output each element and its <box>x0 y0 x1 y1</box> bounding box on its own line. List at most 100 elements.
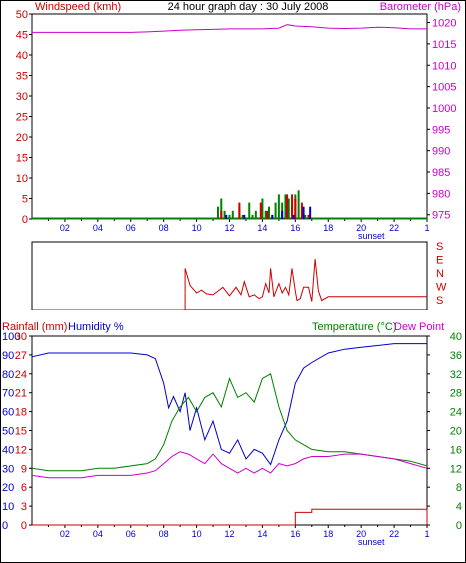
y-left-title: Windspeed (kmh) <box>35 1 121 13</box>
rain-tick-label: 21 <box>15 388 27 400</box>
x-tick-label: 18 <box>323 223 333 233</box>
y-right-tick-label: 1015 <box>432 39 456 51</box>
y-right-tick-label: 1005 <box>432 82 456 94</box>
rain-tick-label: 27 <box>15 350 27 362</box>
humidity-tick-label: 40 <box>2 444 14 456</box>
wind-barometer-chart: Windspeed (kmh) 24 hour graph day : 30 J… <box>16 1 461 240</box>
direction-label: S <box>436 241 443 253</box>
x-tick-label: 1 <box>424 529 429 539</box>
humidity-tick-label: 50 <box>2 426 14 438</box>
direction-label: S <box>436 295 443 307</box>
temp-tick-label: 40 <box>450 331 462 343</box>
temp-tick-label: 4 <box>456 501 462 513</box>
y-left-tick-label: 25 <box>16 112 28 124</box>
x-tick-label: 20 <box>356 529 366 539</box>
humidity-tick-label: 60 <box>2 407 14 419</box>
y-right-tick-label: 990 <box>432 146 450 158</box>
rainfall-title: Rainfall (mm) <box>2 321 67 333</box>
humidity-tick-label: 0 <box>2 520 8 532</box>
x-tick-label: 10 <box>192 223 202 233</box>
direction-label: E <box>436 255 443 267</box>
humidity-tick-label: 70 <box>2 388 14 400</box>
y-right-tick-label: 1010 <box>432 60 456 72</box>
direction-label: N <box>436 268 444 280</box>
x-tick-label: 04 <box>93 223 103 233</box>
y-left-tick-label: 30 <box>16 91 28 103</box>
plot-frame <box>31 335 428 526</box>
y-right-tick-label: 975 <box>432 210 450 222</box>
wind-direction-line <box>32 258 427 310</box>
y-right-tick-label: 1020 <box>432 18 456 30</box>
barometer-line <box>32 24 427 33</box>
rain-tick-label: 3 <box>21 501 27 513</box>
humidity-line <box>31 343 427 466</box>
x-tick-label: 08 <box>159 529 169 539</box>
sunset-label: sunset <box>358 231 385 240</box>
y-right-tick-label: 985 <box>432 167 450 179</box>
x-tick-label: 14 <box>257 529 267 539</box>
temp-tick-label: 8 <box>456 482 462 494</box>
x-tick-label: 1 <box>424 223 429 233</box>
rain-tick-label: 15 <box>15 426 27 438</box>
y-right-tick-label: 995 <box>432 124 450 136</box>
x-tick-label: 10 <box>192 529 202 539</box>
temperature-line <box>31 373 428 472</box>
x-tick-label: 18 <box>323 529 333 539</box>
y-left-tick-label: 5 <box>22 194 28 206</box>
y-left-tick-label: 0 <box>22 214 28 226</box>
temp-tick-label: 32 <box>450 369 462 381</box>
x-tick-label: 22 <box>389 529 399 539</box>
x-tick-label: 06 <box>126 529 136 539</box>
rain-tick-label: 6 <box>21 482 27 494</box>
rainfall-line <box>32 508 428 526</box>
x-tick-label: 02 <box>60 529 70 539</box>
temp-tick-label: 12 <box>450 463 462 475</box>
dewpoint-title: Dew Point <box>394 321 444 333</box>
temp-tick-label: 20 <box>450 426 462 438</box>
temp-tick-label: 0 <box>456 520 462 532</box>
x-tick-label: 08 <box>159 223 169 233</box>
y-left-tick-label: 35 <box>16 71 28 83</box>
y-right-tick-label: 1000 <box>432 103 456 115</box>
rain-tick-label: 9 <box>21 463 27 475</box>
y-left-tick-label: 40 <box>16 50 28 62</box>
humidity-tick-label: 90 <box>2 350 14 362</box>
humidity-title: Humidity % <box>68 321 124 333</box>
y-right-title: Barometer (hPa) <box>380 1 461 13</box>
sunset-label: sunset <box>358 537 385 547</box>
humidity-tick-label: 10 <box>2 501 14 513</box>
plot-frame <box>31 241 428 310</box>
y-left-tick-label: 10 <box>16 173 28 185</box>
x-tick-label: 22 <box>389 223 399 233</box>
x-tick-label: 02 <box>60 223 70 233</box>
y-right-tick-label: 980 <box>432 188 450 200</box>
x-tick-label: 06 <box>126 223 136 233</box>
x-tick-label: 20 <box>356 223 366 233</box>
x-tick-label: 04 <box>93 529 103 539</box>
rain-tick-label: 0 <box>21 520 27 532</box>
temp-tick-label: 24 <box>450 407 462 419</box>
y-left-tick-label: 20 <box>16 132 28 144</box>
y-left-tick-label: 50 <box>16 9 28 21</box>
temp-tick-label: 16 <box>450 444 462 456</box>
humidity-tick-label: 80 <box>2 369 14 381</box>
humidity-tick-label: 100 <box>2 331 20 343</box>
rain-tick-label: 24 <box>15 369 27 381</box>
x-tick-label: 16 <box>290 223 300 233</box>
y-left-tick-label: 45 <box>16 30 28 42</box>
rain-tick-label: 30 <box>15 331 27 343</box>
chart-title: 24 hour graph day : 30 July 2008 <box>168 1 329 13</box>
rain-tick-label: 18 <box>15 407 27 419</box>
dew-point-line <box>31 451 428 479</box>
humidity-tick-label: 30 <box>2 463 14 475</box>
temp-tick-label: 28 <box>450 388 462 400</box>
x-tick-label: 12 <box>224 529 234 539</box>
y-left-tick-label: 15 <box>16 153 28 165</box>
x-tick-label: 12 <box>224 223 234 233</box>
x-tick-label: 14 <box>257 223 267 233</box>
temperature-title: Temperature (°C) <box>312 321 396 333</box>
direction-label: W <box>436 282 447 294</box>
